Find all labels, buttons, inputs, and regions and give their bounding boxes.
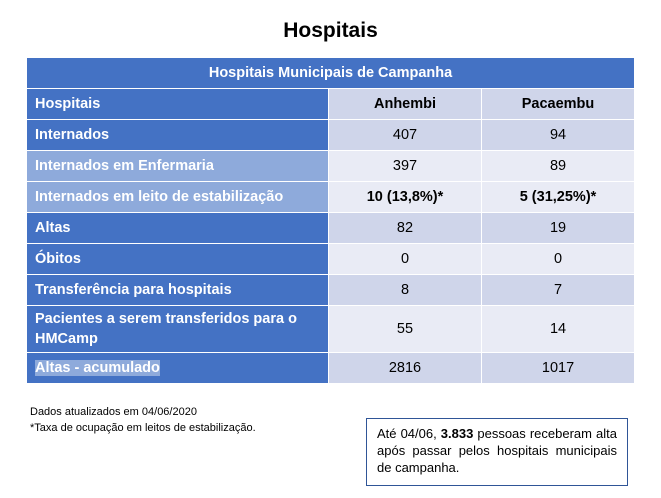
table-row: Pacientes a serem transferidos para o HM… bbox=[26, 305, 636, 353]
cell-anhembi: 2816 bbox=[328, 352, 482, 384]
table-banner: Hospitais Municipais de Campanha bbox=[25, 57, 636, 89]
footnotes: Dados atualizados em 04/06/2020 *Taxa de… bbox=[30, 404, 256, 436]
callout-prefix: Até 04/06, bbox=[377, 426, 441, 441]
cell-pacaembu: 1017 bbox=[480, 352, 636, 384]
callout-highlight: 3.833 bbox=[440, 426, 474, 441]
row-label: Altas - acumulado bbox=[26, 352, 329, 384]
row-label: Pacientes a serem transferidos para o HM… bbox=[26, 305, 329, 353]
table-row: Óbitos 0 0 bbox=[26, 243, 636, 275]
table-header-row: Hospitais Anhembi Pacaembu bbox=[26, 88, 636, 120]
row-label: Transferência para hospitais bbox=[26, 274, 329, 306]
cell-pacaembu: 94 bbox=[480, 119, 636, 151]
table-row: Altas - acumulado 2816 1017 bbox=[26, 352, 636, 384]
cell-anhembi: 0 bbox=[328, 243, 482, 275]
cell-anhembi: 8 bbox=[328, 274, 482, 306]
cell-pacaembu: 0 bbox=[480, 243, 636, 275]
row-label: Internados em leito de estabilização bbox=[26, 181, 329, 213]
cell-pacaembu: 14 bbox=[480, 305, 636, 353]
column-header-pacaembu: Pacaembu bbox=[480, 88, 636, 120]
update-date-note: Dados atualizados em 04/06/2020 bbox=[30, 406, 197, 418]
table-row: Internados em Enfermaria 397 89 bbox=[26, 150, 636, 182]
page-title: Hospitais bbox=[283, 19, 378, 42]
cell-anhembi: 10 (13,8%)* bbox=[328, 181, 482, 213]
cell-anhembi: 55 bbox=[328, 305, 482, 353]
table-row: Internados em leito de estabilização 10 … bbox=[26, 181, 636, 213]
table-row: Internados 407 94 bbox=[26, 119, 636, 151]
table-row: Altas 82 19 bbox=[26, 212, 636, 244]
callout-suffix: pessoas receberam alta após passar pelos… bbox=[377, 426, 617, 475]
row-label: Óbitos bbox=[26, 243, 329, 275]
row-label-text: Altas - acumulado bbox=[35, 360, 160, 376]
occupancy-footnote: *Taxa de ocupação em leitos de estabiliz… bbox=[30, 422, 256, 434]
table-row: Transferência para hospitais 8 7 bbox=[26, 274, 636, 306]
column-header-anhembi: Anhembi bbox=[328, 88, 482, 120]
cell-pacaembu: 5 (31,25%)* bbox=[480, 181, 636, 213]
cell-anhembi: 82 bbox=[328, 212, 482, 244]
cell-pacaembu: 7 bbox=[480, 274, 636, 306]
row-label: Internados em Enfermaria bbox=[26, 150, 329, 182]
row-label: Altas bbox=[26, 212, 329, 244]
cell-pacaembu: 89 bbox=[480, 150, 636, 182]
cell-anhembi: 397 bbox=[328, 150, 482, 182]
table-banner-row: Hospitais Municipais de Campanha bbox=[25, 57, 636, 89]
callout-box: Até 04/06, 3.833 pessoas receberam alta … bbox=[366, 418, 628, 486]
cell-pacaembu: 19 bbox=[480, 212, 636, 244]
column-header-hospitais: Hospitais bbox=[26, 88, 329, 120]
hospitals-table: Hospitais Municipais de Campanha Hospita… bbox=[25, 57, 636, 384]
cell-anhembi: 407 bbox=[328, 119, 482, 151]
row-label: Internados bbox=[26, 119, 329, 151]
